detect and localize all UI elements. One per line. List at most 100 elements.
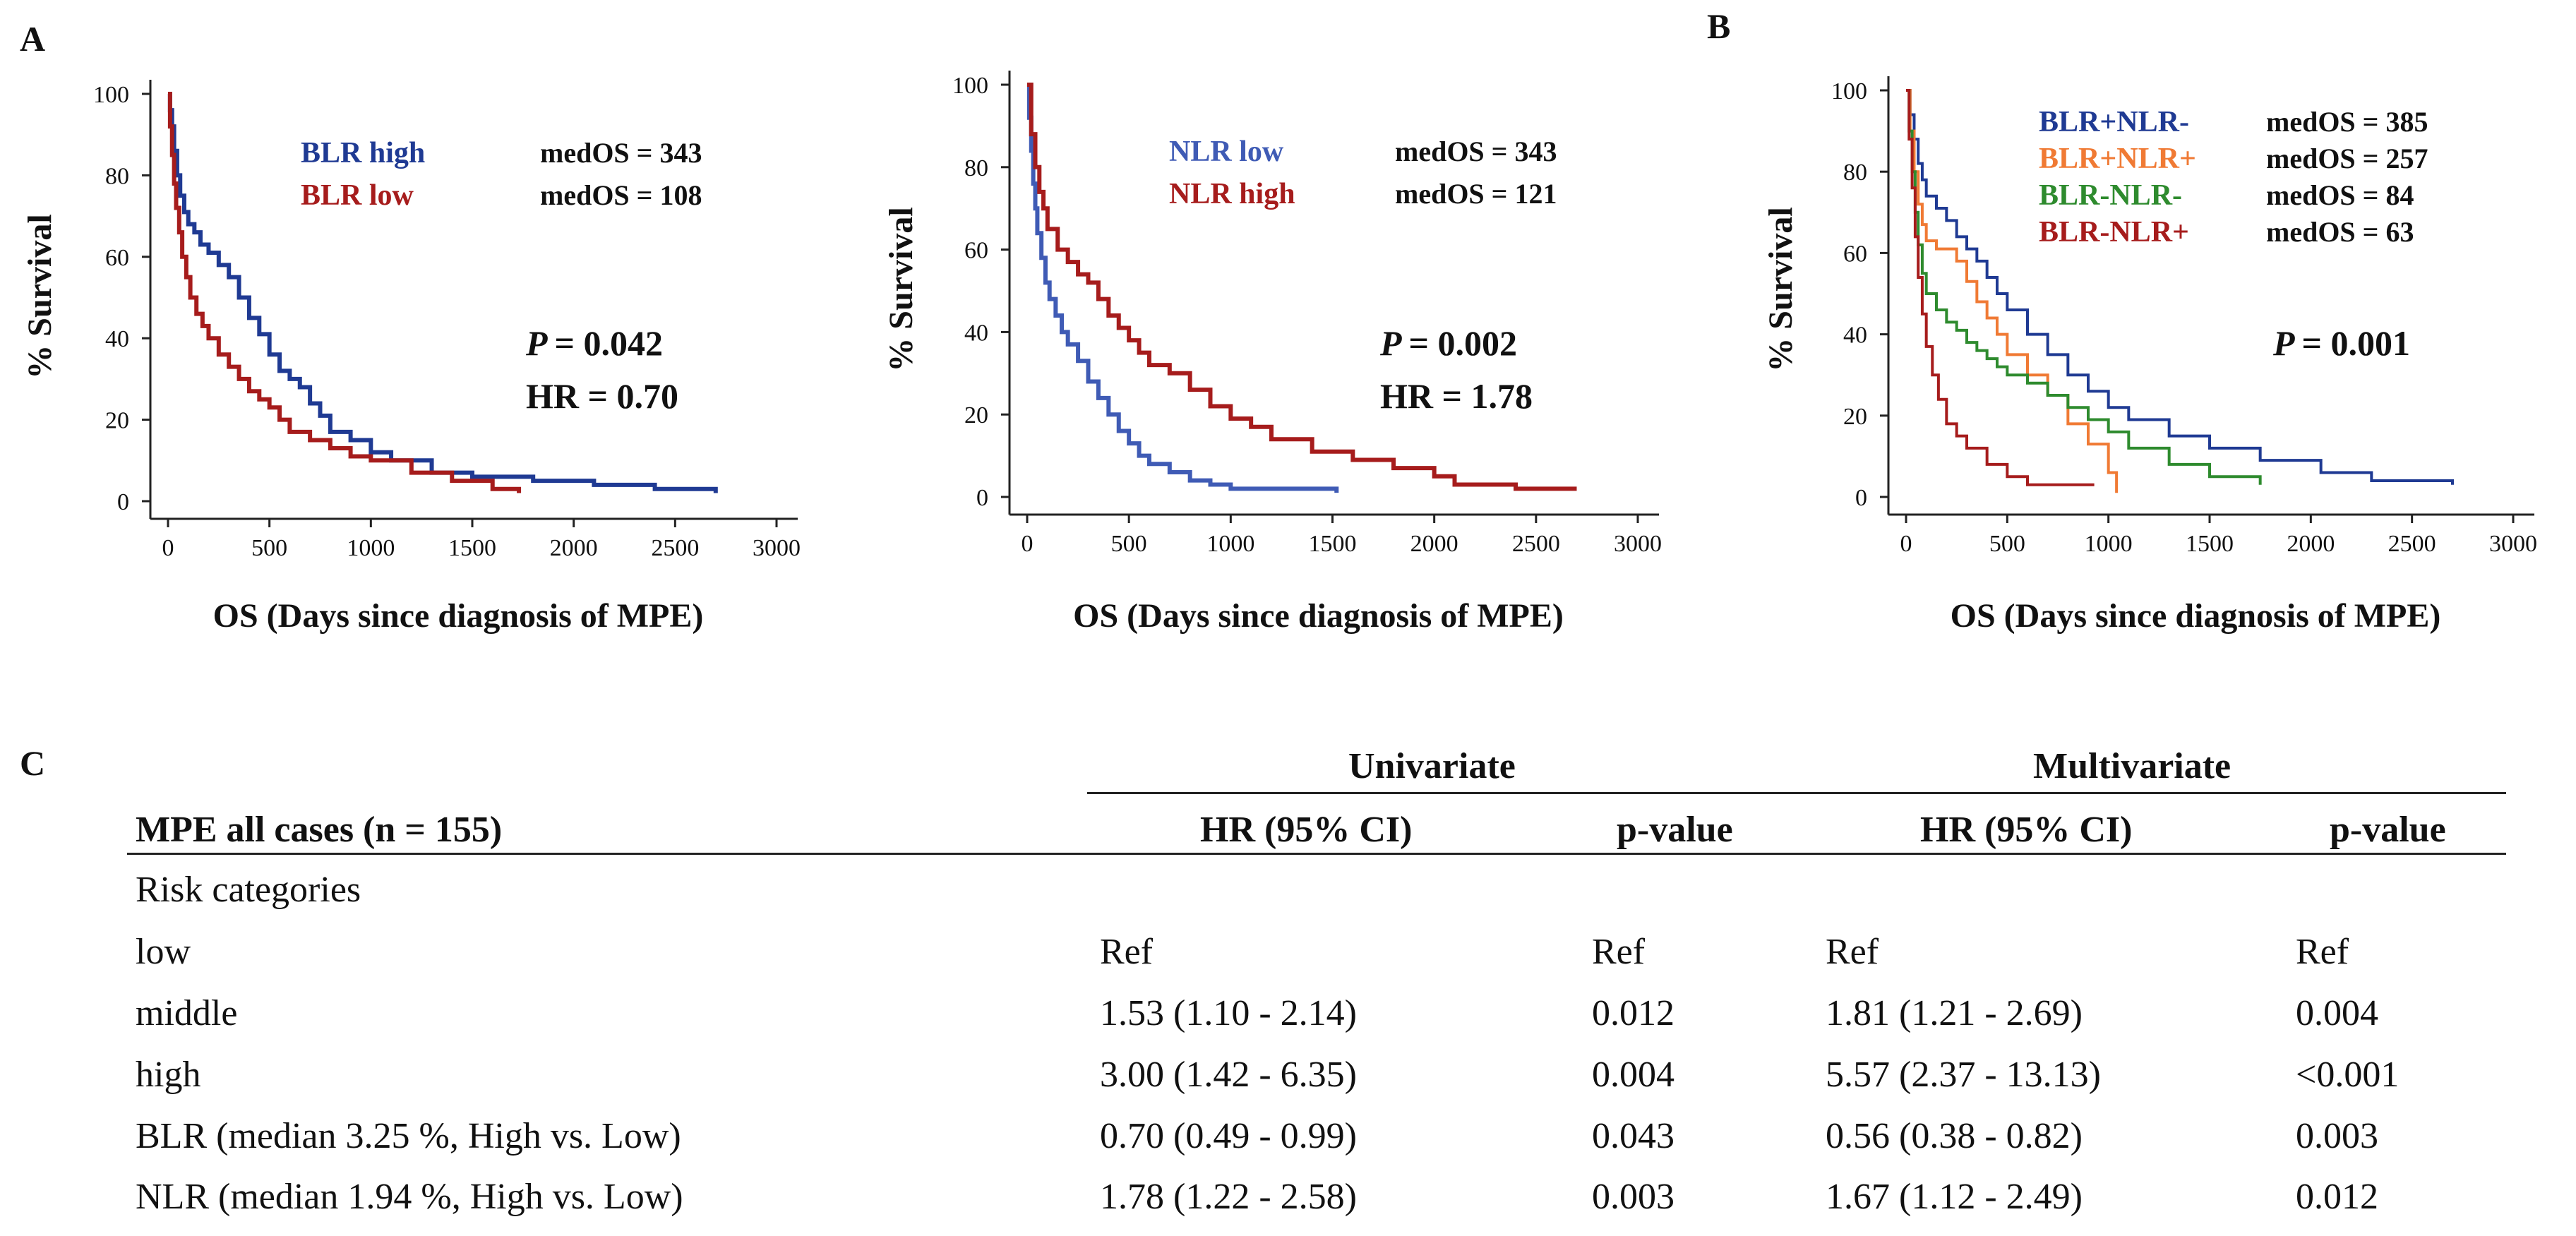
y-tick-label: 60 [105, 245, 129, 271]
x-tick-label: 1000 [1206, 531, 1254, 557]
p-symbol: P [525, 323, 548, 363]
group-header-rule [1087, 792, 2506, 794]
legend-entry: BLR+NLR+ [2039, 143, 2196, 175]
table-cell: Ref [1100, 932, 1154, 972]
column-header-rule [127, 853, 2506, 855]
legend-entry: BLR low [301, 179, 414, 212]
column-header: HR (95% CI) [1200, 810, 1413, 850]
y-tick-label: 0 [1855, 485, 1867, 511]
group-header-univariate: Univariate [1348, 746, 1516, 786]
legend-entry: BLR high [301, 137, 425, 169]
x-tick-label: 3000 [2489, 531, 2537, 557]
x-tick-label: 1000 [2085, 531, 2133, 557]
column-header: MPE all cases (n = 155) [136, 810, 503, 850]
series-line-blr-nlr- [1906, 89, 2454, 485]
series-line-blr-nlr- [1906, 89, 2095, 486]
y-axis-label: % Survival [21, 214, 59, 378]
row-label: low [136, 932, 191, 972]
legend-entry: BLR-NLR+ [2039, 216, 2189, 248]
p-value-annotation: P = 0.002 [1379, 323, 1517, 363]
y-axis-label: % Survival [882, 207, 920, 371]
table-cell: Ref [1826, 932, 1879, 972]
x-axis-label: OS (Days since diagnosis of MPE) [1073, 597, 1564, 635]
y-tick-label: 100 [952, 73, 988, 99]
legend-entry: BLR-NLR- [2039, 179, 2182, 212]
table-cell: Ref [2296, 932, 2349, 972]
p-symbol: P [1379, 323, 1402, 363]
series-line-nlr-high [1027, 83, 1577, 491]
x-tick-label: 3000 [753, 535, 801, 561]
table-cell: Ref [1592, 932, 1646, 972]
x-tick-label: 2000 [1410, 531, 1458, 557]
y-tick-label: 100 [93, 82, 129, 108]
y-tick-label: 0 [117, 489, 129, 515]
series-line-blr-nlr- [1906, 89, 2119, 493]
p-value: = 0.042 [555, 323, 664, 363]
y-tick-label: 100 [1831, 78, 1867, 104]
hazard-ratio-annotation: HR = 1.78 [1380, 376, 1533, 416]
table-cell: <0.001 [2296, 1055, 2400, 1095]
table-cell: 3.00 (1.42 - 6.35) [1100, 1055, 1357, 1095]
y-tick-label: 40 [1843, 323, 1867, 349]
x-tick-label: 500 [1111, 531, 1147, 557]
panel-label-b: B [1707, 6, 1731, 46]
table-cell: 0.012 [1592, 993, 1675, 1033]
x-tick-label: 1500 [1309, 531, 1357, 557]
median-os-label: medOS = 84 [2266, 179, 2414, 211]
median-os-label: medOS = 108 [540, 179, 702, 211]
p-symbol: P [2272, 323, 2295, 363]
x-tick-label: 500 [1989, 531, 2025, 557]
table-cell: 0.56 (0.38 - 0.82) [1826, 1116, 2083, 1156]
y-axis-label: % Survival [1762, 207, 1799, 371]
column-header: p-value [2330, 810, 2446, 850]
row-label: BLR (median 3.25 %, High vs. Low) [136, 1116, 681, 1156]
table-cell: 1.78 (1.22 - 2.58) [1100, 1177, 1357, 1217]
median-os-label: medOS = 63 [2266, 216, 2414, 248]
x-tick-label: 0 [1022, 531, 1034, 557]
table-cell: 0.043 [1592, 1116, 1675, 1156]
x-tick-label: 1500 [2186, 531, 2234, 557]
legend-entry: BLR+NLR- [2039, 106, 2189, 138]
y-tick-label: 40 [105, 326, 129, 352]
y-tick-label: 40 [964, 320, 988, 346]
y-tick-label: 20 [1843, 404, 1867, 430]
p-value: = 0.002 [1409, 323, 1518, 363]
median-os-label: medOS = 257 [2266, 143, 2428, 174]
median-os-label: medOS = 343 [540, 137, 702, 169]
y-tick-label: 60 [964, 238, 988, 264]
table-cell: 1.53 (1.10 - 2.14) [1100, 993, 1357, 1033]
table-cell: 0.012 [2296, 1177, 2378, 1217]
p-value-annotation: P = 0.042 [525, 323, 663, 363]
row-label: middle [136, 993, 238, 1033]
x-tick-label: 2000 [2287, 531, 2335, 557]
x-tick-label: 1500 [448, 535, 496, 561]
median-os-label: medOS = 385 [2266, 106, 2428, 138]
table-cell: 1.67 (1.12 - 2.49) [1826, 1177, 2083, 1217]
median-os-label: medOS = 121 [1395, 178, 1557, 210]
p-value: = 0.001 [2302, 323, 2411, 363]
table-cell: 0.004 [1592, 1055, 1675, 1095]
x-tick-label: 2500 [1512, 531, 1560, 557]
column-header: p-value [1617, 810, 1733, 850]
table-cell: 0.003 [2296, 1116, 2378, 1156]
y-tick-label: 80 [105, 163, 129, 189]
median-os-label: medOS = 343 [1395, 136, 1557, 167]
table-cell: 5.57 (2.37 - 13.13) [1826, 1055, 2101, 1095]
panel-label-c: C [20, 743, 46, 783]
y-tick-label: 80 [964, 155, 988, 181]
legend-entry: NLR high [1169, 178, 1295, 210]
table-cell: 0.70 (0.49 - 0.99) [1100, 1116, 1357, 1156]
row-label: NLR (median 1.94 %, High vs. Low) [136, 1177, 683, 1217]
y-tick-label: 80 [1843, 160, 1867, 186]
p-value-annotation: P = 0.001 [2272, 323, 2410, 363]
x-axis-label: OS (Days since diagnosis of MPE) [213, 597, 704, 635]
x-tick-label: 2500 [651, 535, 699, 561]
hazard-ratio-annotation: HR = 0.70 [526, 376, 678, 416]
y-tick-label: 20 [964, 402, 988, 428]
x-tick-label: 2500 [2388, 531, 2436, 557]
x-tick-label: 3000 [1614, 531, 1662, 557]
x-tick-label: 0 [162, 535, 174, 561]
series-line-blr-low [167, 92, 522, 493]
